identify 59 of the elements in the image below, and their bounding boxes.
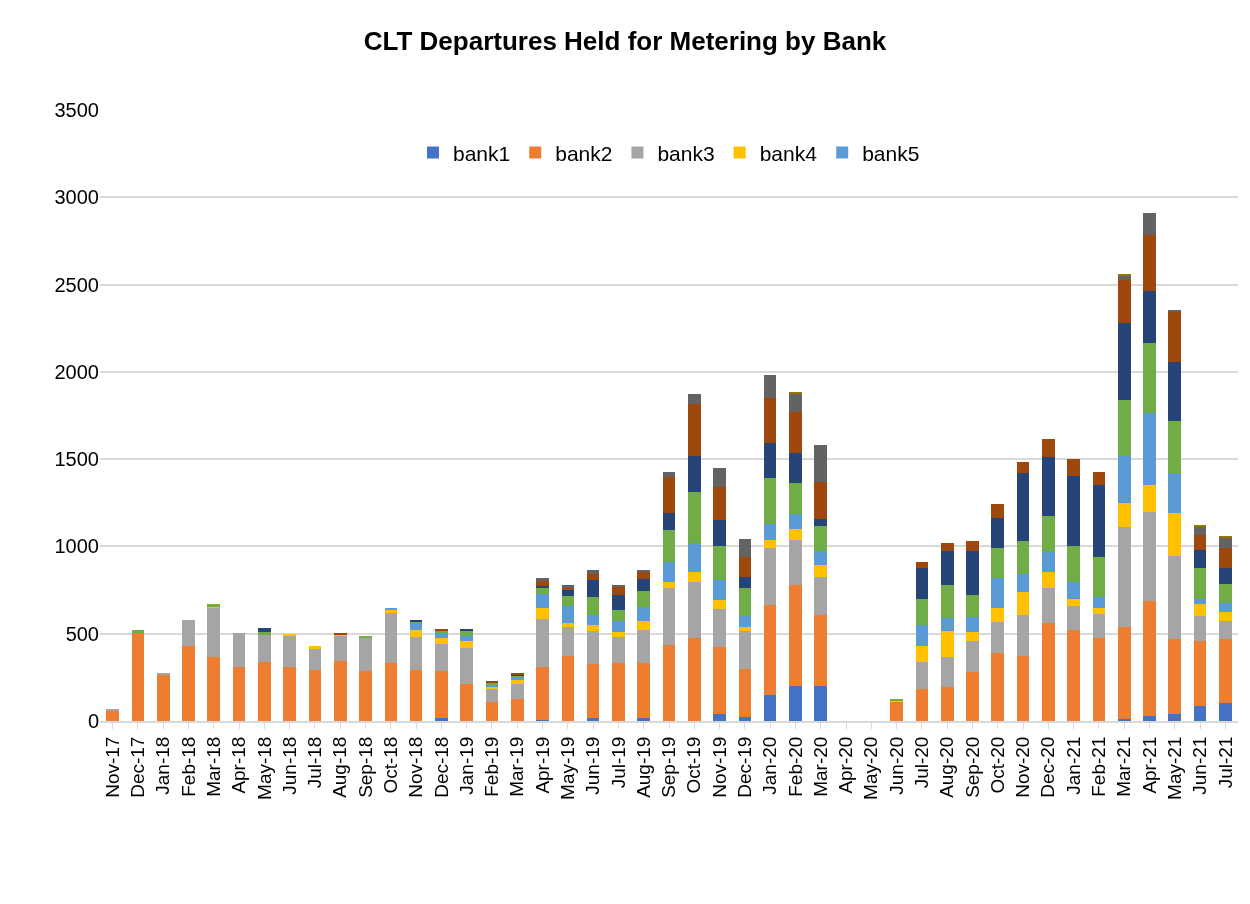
x-tick-label: Apr-20 [835, 736, 857, 794]
x-tick-label: Jul-20 [911, 736, 933, 789]
x-tick-label: Feb-21 [1088, 736, 1110, 797]
x-tick-label: May-19 [557, 736, 579, 800]
y-tick-label: 2000 [54, 360, 99, 383]
y-tick-label: 3500 [54, 99, 99, 121]
x-tick-label: Jun-21 [1189, 736, 1211, 795]
x-tick-label: Apr-18 [228, 736, 250, 794]
x-tick-label: Jul-18 [304, 736, 326, 789]
x-tick-label: Mar-18 [202, 736, 224, 797]
y-tick-label: 1500 [54, 448, 99, 471]
x-tick-label: Sep-20 [961, 736, 983, 798]
y-tick-label: 500 [65, 622, 99, 645]
x-tick-label: Feb-18 [177, 736, 199, 797]
legend-label: bank1 [453, 141, 511, 165]
x-tick-label: Jun-20 [885, 736, 907, 795]
x-tick-label: Oct-20 [986, 736, 1008, 794]
y-tick-label: 2500 [54, 273, 99, 296]
x-tick-label: Apr-21 [1138, 736, 1160, 794]
y-tick-label: 3000 [54, 186, 99, 209]
x-tick-label: Dec-17 [127, 736, 149, 798]
x-tick-label: Mar-20 [809, 736, 831, 797]
x-tick-label: Oct-19 [683, 736, 705, 794]
x-tick-label: Nov-17 [101, 736, 123, 798]
x-tick-label: Nov-19 [708, 736, 730, 798]
legend-label: bank3 [657, 141, 715, 165]
x-tick-label: Mar-19 [506, 736, 528, 797]
x-tick-label: May-21 [1163, 736, 1185, 800]
legend-label: bank4 [759, 141, 818, 165]
x-tick-label: Dec-19 [734, 736, 756, 798]
x-tick-label: Jan-20 [759, 736, 781, 795]
legend-label: bank5 [862, 141, 920, 165]
x-tick-label: Aug-18 [329, 736, 351, 798]
chart-title: CLT Departures Held for Metering by Bank [363, 25, 887, 56]
x-tick-label: May-20 [860, 736, 882, 800]
x-tick-label: Aug-19 [632, 736, 654, 798]
x-tick-label: Dec-20 [1037, 736, 1059, 798]
x-tick-label: Oct-18 [379, 736, 401, 794]
x-tick-label: Jul-21 [1214, 736, 1236, 789]
x-tick-label: Aug-20 [936, 736, 958, 798]
x-tick-label: Sep-18 [354, 736, 376, 798]
legend-label: bank2 [555, 141, 613, 165]
x-tick-label: Apr-19 [531, 736, 553, 794]
x-tick-label: Jan-21 [1062, 736, 1084, 795]
x-tick-label: Jan-19 [455, 736, 477, 795]
x-tick-label: Feb-19 [481, 736, 503, 797]
x-tick-label: Mar-21 [1113, 736, 1135, 797]
x-tick-label: Jun-19 [582, 736, 604, 795]
x-tick-label: Sep-19 [658, 736, 680, 798]
x-tick-label: Jan-18 [152, 736, 174, 795]
x-tick-label: Nov-20 [1012, 736, 1034, 798]
x-tick-label: May-18 [253, 736, 275, 800]
x-tick-label: Jun-18 [278, 736, 300, 795]
y-tick-label: 1000 [54, 535, 99, 558]
x-tick-label: Dec-18 [430, 736, 452, 798]
x-tick-label: Jul-19 [607, 736, 629, 789]
x-tick-label: Feb-20 [784, 736, 806, 797]
x-tick-label: Nov-18 [405, 736, 427, 798]
y-tick-label: 0 [87, 710, 99, 732]
